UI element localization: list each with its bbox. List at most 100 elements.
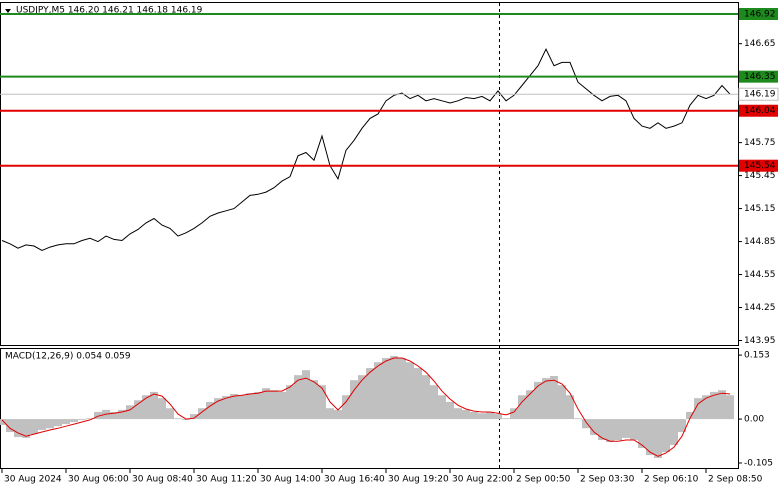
macd-bar	[286, 385, 294, 420]
macd-bar	[62, 419, 70, 425]
macd-bar	[294, 375, 302, 420]
macd-bar	[478, 413, 486, 420]
macd-bar	[158, 398, 166, 420]
macd-bar	[110, 411, 118, 420]
macd-bar	[718, 390, 726, 420]
macd-bar	[78, 419, 86, 420]
macd-bar	[614, 419, 622, 440]
y-tick-label: 145.75	[744, 138, 776, 148]
macd-bar	[622, 419, 630, 438]
macd-bar	[214, 398, 222, 420]
y-tick-label: 144.85	[744, 237, 776, 247]
macd-bar	[374, 362, 382, 420]
price-line	[1, 48, 731, 251]
macd-bar	[230, 393, 238, 420]
macd-bar	[262, 388, 270, 420]
level-label-box	[739, 104, 778, 117]
macd-bar	[382, 358, 390, 420]
macd-bar	[350, 380, 358, 420]
macd-bar	[686, 411, 694, 420]
level-label-box	[739, 159, 778, 172]
level-label: 146.19	[744, 90, 776, 100]
macd-bar	[430, 385, 438, 420]
macd-bar	[438, 395, 446, 420]
macd-bar	[126, 405, 134, 420]
macd-bar	[166, 408, 174, 420]
macd-bar	[630, 419, 638, 440]
macd-bar	[0, 419, 6, 425]
macd-bar	[38, 419, 46, 430]
macd-bar	[670, 419, 678, 446]
y-tick-label: 144.25	[744, 303, 776, 313]
y-tick-label: 144.55	[744, 270, 776, 280]
macd-bar	[6, 419, 14, 433]
macd-bar	[710, 391, 718, 420]
macd-bar	[222, 396, 230, 420]
macd-bar	[134, 400, 142, 420]
x-tick-label: 30 Aug 14:00	[260, 475, 321, 485]
macd-bar	[662, 419, 670, 453]
x-tick-label: 2 Sep 00:50	[516, 475, 571, 485]
macd-bar	[598, 419, 606, 440]
macd-bar	[406, 362, 414, 420]
macd-bar	[310, 380, 318, 420]
macd-bar	[342, 395, 350, 420]
macd-bar	[502, 418, 510, 420]
y-tick-label: 145.15	[744, 204, 776, 214]
y-tick-label: 145.45	[744, 171, 776, 181]
macd-bar	[54, 419, 62, 427]
level-label: 146.92	[744, 9, 776, 19]
macd-bar	[94, 411, 102, 420]
level-label: 146.04	[744, 106, 776, 116]
macd-bar	[414, 368, 422, 420]
macd-bar	[446, 401, 454, 420]
macd-bar	[542, 378, 550, 420]
macd-title: MACD(12,26,9) 0.054 0.059	[5, 352, 131, 362]
macd-bar	[678, 419, 686, 433]
macd-bar	[254, 391, 262, 420]
macd-bar	[526, 390, 534, 420]
macd-bar	[46, 419, 54, 429]
macd-bar	[326, 408, 334, 420]
macd-bar	[606, 419, 614, 443]
macd-bar	[190, 414, 198, 420]
x-tick-label: 30 Aug 16:40	[324, 475, 385, 485]
x-tick-label: 30 Aug 2024	[4, 475, 62, 485]
macd-bar	[574, 418, 582, 420]
macd-bar	[702, 395, 710, 420]
x-tick-label: 30 Aug 08:40	[132, 475, 193, 485]
macd-bar	[398, 358, 406, 420]
macd-bar	[198, 408, 206, 420]
macd-pane	[0, 348, 739, 469]
macd-bar	[278, 391, 286, 420]
macd-bar	[654, 419, 662, 458]
macd-bar	[726, 395, 734, 420]
chart-title: USDJPY,M5 146.20 146.21 146.18 146.19	[16, 6, 203, 16]
level-label-box	[739, 7, 778, 20]
macd-bar	[174, 418, 182, 420]
macd-bar	[358, 375, 366, 420]
macd-bar	[142, 395, 150, 420]
level-label: 145.54	[744, 161, 776, 171]
y-tick-label: 146.65	[744, 39, 776, 49]
y-tick-label: 143.95	[744, 336, 776, 346]
price-pane	[0, 2, 739, 346]
macd-bar	[510, 408, 518, 420]
macd-bar	[494, 414, 502, 420]
macd-bar	[422, 375, 430, 420]
x-tick-label: 30 Aug 19:20	[388, 475, 449, 485]
macd-bar	[246, 393, 254, 420]
macd-bar	[582, 419, 590, 429]
x-tick-label: 30 Aug 11:20	[196, 475, 257, 485]
macd-bar	[150, 391, 158, 420]
macd-bar	[206, 401, 214, 420]
macd-bar	[454, 408, 462, 420]
collapse-icon	[5, 9, 11, 13]
macd-bar	[694, 398, 702, 420]
macd-bar	[318, 385, 326, 420]
x-tick-label: 30 Aug 22:00	[452, 475, 513, 485]
level-label-box	[739, 70, 778, 83]
macd-bar	[334, 409, 342, 420]
macd-bar	[518, 395, 526, 420]
